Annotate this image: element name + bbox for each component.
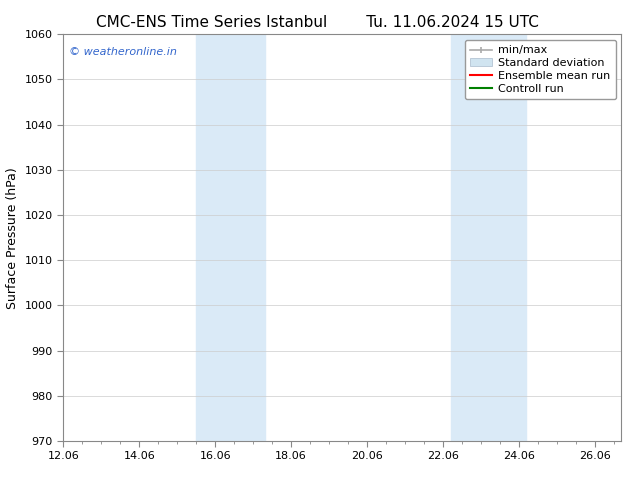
Text: CMC-ENS Time Series Istanbul        Tu. 11.06.2024 15 UTC: CMC-ENS Time Series Istanbul Tu. 11.06.2… <box>96 15 538 30</box>
Legend: min/max, Standard deviation, Ensemble mean run, Controll run: min/max, Standard deviation, Ensemble me… <box>465 40 616 99</box>
Y-axis label: Surface Pressure (hPa): Surface Pressure (hPa) <box>6 167 19 309</box>
Bar <box>451 34 526 441</box>
Text: © weatheronline.in: © weatheronline.in <box>69 47 177 56</box>
Bar <box>197 34 264 441</box>
